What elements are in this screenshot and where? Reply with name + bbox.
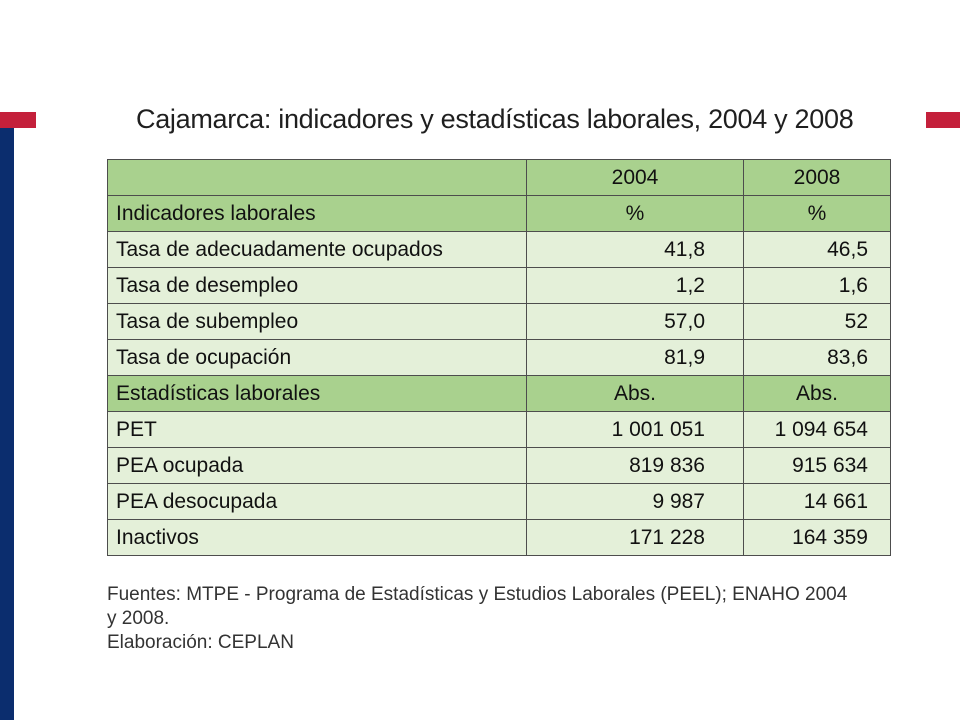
row-label: PEA ocupada bbox=[107, 447, 527, 484]
labor-statistics-table: 2004 2008 Indicadores laborales % % Tasa… bbox=[107, 159, 891, 556]
section-unit-2008: % bbox=[743, 195, 891, 232]
value-2008: 14 661 bbox=[743, 483, 891, 520]
value-2008: 164 359 bbox=[743, 519, 891, 556]
source-line-2: y 2008. bbox=[107, 608, 170, 629]
table-row: PEA desocupada 9 987 14 661 bbox=[107, 483, 891, 520]
header-label-cell bbox=[107, 159, 527, 196]
left-red-accent bbox=[0, 112, 36, 128]
table-row: Tasa de ocupación 81,9 83,6 bbox=[107, 339, 891, 376]
section-unit-2008: Abs. bbox=[743, 375, 891, 412]
value-2004: 57,0 bbox=[526, 303, 744, 340]
section-title: Estadísticas laborales bbox=[107, 375, 527, 412]
value-2008: 46,5 bbox=[743, 231, 891, 268]
value-2004: 171 228 bbox=[526, 519, 744, 556]
table-header-row: 2004 2008 bbox=[107, 159, 891, 196]
right-red-accent bbox=[926, 112, 960, 128]
table-row: Inactivos 171 228 164 359 bbox=[107, 519, 891, 556]
value-2008: 1 094 654 bbox=[743, 411, 891, 448]
value-2004: 9 987 bbox=[526, 483, 744, 520]
value-2008: 915 634 bbox=[743, 447, 891, 484]
value-2004: 1 001 051 bbox=[526, 411, 744, 448]
row-label: Tasa de subempleo bbox=[107, 303, 527, 340]
table-row: Tasa de subempleo 57,0 52 bbox=[107, 303, 891, 340]
value-2004: 819 836 bbox=[526, 447, 744, 484]
value-2004: 81,9 bbox=[526, 339, 744, 376]
header-year-2008: 2008 bbox=[743, 159, 891, 196]
section-row-indicators: Indicadores laborales % % bbox=[107, 195, 891, 232]
value-2004: 41,8 bbox=[526, 231, 744, 268]
row-label: Tasa de desempleo bbox=[107, 267, 527, 304]
section-unit-2004: Abs. bbox=[526, 375, 744, 412]
table-row: Tasa de adecuadamente ocupados 41,8 46,5 bbox=[107, 231, 891, 268]
section-unit-2004: % bbox=[526, 195, 744, 232]
table-row: Tasa de desempleo 1,2 1,6 bbox=[107, 267, 891, 304]
table-row: PET 1 001 051 1 094 654 bbox=[107, 411, 891, 448]
source-line-1: Fuentes: MTPE - Programa de Estadísticas… bbox=[107, 584, 848, 605]
slide-title: Cajamarca: indicadores y estadísticas la… bbox=[136, 104, 854, 134]
row-label: Tasa de ocupación bbox=[107, 339, 527, 376]
section-row-statistics: Estadísticas laborales Abs. Abs. bbox=[107, 375, 891, 412]
value-2008: 83,6 bbox=[743, 339, 891, 376]
elaboration-credit: Elaboración: CEPLAN bbox=[107, 632, 294, 653]
left-decorative-bar bbox=[0, 128, 14, 720]
section-title: Indicadores laborales bbox=[107, 195, 527, 232]
row-label: PET bbox=[107, 411, 527, 448]
table-row: PEA ocupada 819 836 915 634 bbox=[107, 447, 891, 484]
value-2008: 1,6 bbox=[743, 267, 891, 304]
value-2004: 1,2 bbox=[526, 267, 744, 304]
row-label: Tasa de adecuadamente ocupados bbox=[107, 231, 527, 268]
header-year-2004: 2004 bbox=[526, 159, 744, 196]
value-2008: 52 bbox=[743, 303, 891, 340]
row-label: PEA desocupada bbox=[107, 483, 527, 520]
source-notes: Fuentes: MTPE - Programa de Estadísticas… bbox=[107, 583, 867, 655]
row-label: Inactivos bbox=[107, 519, 527, 556]
